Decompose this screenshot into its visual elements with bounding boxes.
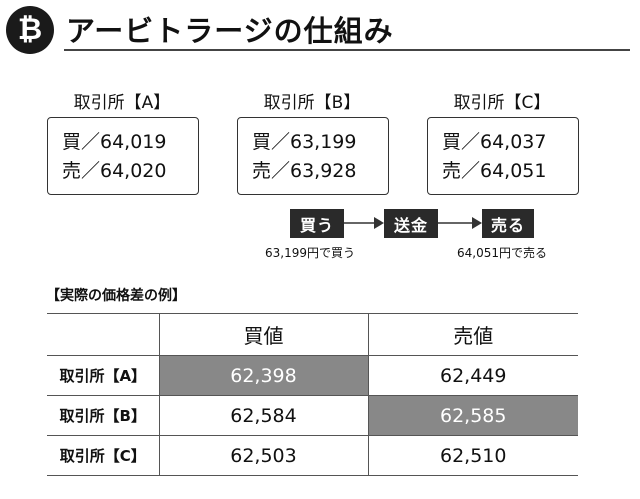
table-header-empty: [47, 313, 160, 356]
buy-price-cell: 62,503: [158, 435, 369, 476]
flow-step-send: 送金: [384, 209, 438, 238]
buy-price-cell-highlighted: 62,398: [158, 355, 369, 396]
sell-price-cell-highlighted: 62,585: [367, 395, 578, 436]
exchange-c-label: 取引所【C】: [453, 93, 551, 113]
exchange-b-label: 取引所【B】: [263, 93, 361, 113]
table-row: 取引所【C】 62,503 62,510: [47, 435, 578, 476]
exchange-b-buy-price: 買／63,199: [252, 131, 357, 153]
flow-note-buy: 63,199円で買う: [265, 246, 355, 260]
flow-step-sell: 売る: [482, 209, 534, 238]
flow-arrow-right-icon: [344, 217, 384, 229]
flow-note-sell: 64,051円で売る: [457, 246, 547, 260]
exchange-c-box: 買／64,037 売／64,051: [427, 117, 579, 195]
row-label: 取引所【B】: [47, 395, 160, 436]
title-divider: [64, 49, 630, 51]
table-header-buy: 買値: [158, 313, 369, 356]
sell-price-cell: 62,449: [367, 355, 578, 396]
exchange-a-sell-price: 売／64,020: [62, 160, 167, 182]
exchange-b-box: 買／63,199 売／63,928: [237, 117, 389, 195]
sell-price-cell: 62,510: [367, 435, 578, 476]
table-row: 取引所【A】 62,398 62,449: [47, 355, 578, 396]
exchange-c-buy-price: 買／64,037: [442, 131, 547, 153]
exchange-a-label: 取引所【A】: [73, 93, 171, 113]
flow-step-buy: 買う: [290, 209, 344, 238]
page-title: アービトラージの仕組み: [66, 14, 394, 48]
flow-arrow-right-icon: [438, 217, 482, 229]
table-header-sell: 売値: [367, 313, 578, 356]
bitcoin-logo-icon: ₿: [6, 6, 54, 54]
exchange-a-box: 買／64,019 売／64,020: [47, 117, 199, 195]
row-label: 取引所【A】: [47, 355, 160, 396]
table-header-row: 買値 売値: [47, 313, 578, 356]
exchange-b-sell-price: 売／63,928: [252, 160, 357, 182]
table-row: 取引所【B】 62,584 62,585: [47, 395, 578, 436]
price-table: 買値 売値 取引所【A】 62,398 62,449 取引所【B】 62,584…: [47, 313, 578, 476]
exchange-c-sell-price: 売／64,051: [442, 160, 547, 182]
row-label: 取引所【C】: [47, 435, 160, 476]
table-title: 【実際の価格差の例】: [46, 288, 186, 304]
buy-price-cell: 62,584: [158, 395, 369, 436]
exchange-a-buy-price: 買／64,019: [62, 131, 167, 153]
